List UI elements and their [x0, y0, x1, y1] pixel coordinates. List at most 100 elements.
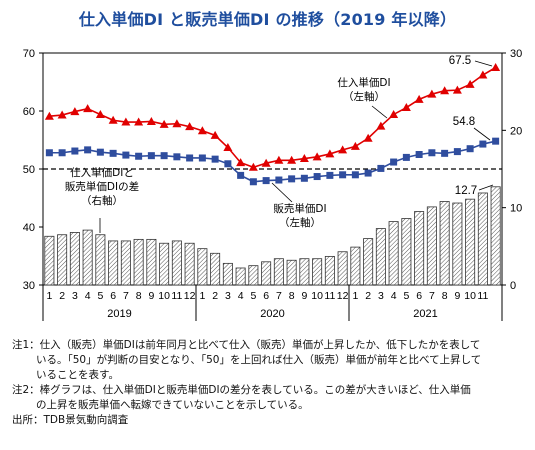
sales-di-point	[402, 153, 410, 161]
x-tick-label: 2	[59, 290, 65, 302]
x-tick-label: 9	[454, 290, 460, 302]
sales-di-point	[198, 154, 206, 162]
x-tick-label: 6	[416, 290, 422, 302]
note-line: いることを表す。	[36, 369, 119, 381]
sales-di-point	[249, 178, 257, 186]
y-right-tick-label: 20	[510, 125, 522, 137]
diff-bar	[210, 252, 221, 286]
purchase-di-point	[363, 133, 373, 142]
x-tick-label: 11	[324, 290, 335, 302]
purchase-di-point	[389, 109, 399, 118]
x-tick-label: 7	[276, 290, 282, 302]
sales-di-point	[288, 175, 296, 183]
diff-bar	[95, 234, 106, 286]
sales-di-label: （左軸）	[279, 216, 321, 229]
purchase-di-point	[350, 141, 360, 150]
purchase-di-point	[376, 121, 386, 130]
x-tick-label: 4	[391, 290, 397, 302]
diff-bar	[312, 258, 323, 286]
sales-di-point	[109, 149, 117, 157]
diff-label: 仕入単価DIと	[70, 166, 134, 179]
sales-di-point	[186, 154, 194, 162]
note-source: 出所：TDB景気動向調査	[12, 414, 129, 426]
purchase-di-point	[491, 63, 501, 71]
diff-bar	[273, 258, 284, 286]
y-left-tick-label: 50	[23, 164, 35, 176]
sales-di-point	[339, 171, 347, 179]
sales-di-point	[173, 153, 181, 161]
diff-bar	[197, 248, 208, 286]
x-tick-label: 1	[199, 290, 205, 302]
x-tick-label: 5	[250, 290, 256, 302]
diff-bar	[184, 242, 195, 286]
diff-last-leader	[478, 184, 494, 191]
x-tick-label: 4	[238, 290, 244, 302]
x-tick-label: 5	[403, 290, 409, 302]
purchase-di-point	[287, 155, 297, 164]
y-right-tick-label: 30	[510, 48, 522, 60]
purchase-di-point	[121, 117, 131, 126]
diff-bar	[426, 206, 437, 286]
sales-di-point	[135, 152, 143, 160]
sales-di-point	[326, 171, 334, 179]
y-left-tick-label: 70	[23, 48, 35, 60]
sales-di-point	[58, 149, 66, 157]
sales-di-point	[466, 145, 474, 153]
purchase-di-leader	[371, 105, 388, 119]
sales-di-point	[96, 148, 104, 156]
x-tick-label: 11	[171, 290, 182, 302]
diff-last-label: 12.7	[455, 185, 477, 197]
purchase-di-point	[478, 70, 488, 79]
sales-last-label: 54.8	[453, 116, 475, 128]
x-tick-label: 9	[301, 290, 307, 302]
x-tick-label: 3	[72, 290, 78, 302]
diff-bar	[337, 251, 348, 286]
purchase-di-label: （左軸）	[343, 90, 385, 103]
diff-bar	[350, 246, 361, 286]
purchase-di-point	[325, 149, 335, 158]
x-tick-label: 12	[337, 290, 349, 302]
x-tick-label: 10	[464, 290, 476, 302]
x-tick-label: 9	[148, 290, 154, 302]
diff-bar	[44, 235, 55, 286]
sales-di-point	[224, 160, 232, 168]
diff-bar	[490, 186, 501, 286]
note-line: 注2：棒グラフは、仕入単価DIと販売単価DIの差分を表している。この差が大きいほ…	[12, 384, 471, 396]
x-tick-label: 6	[263, 290, 269, 302]
diff-bar	[108, 240, 119, 286]
x-tick-label: 10	[158, 290, 170, 302]
diff-bar	[465, 198, 476, 286]
diff-label: 販売単価DIの差	[65, 180, 139, 193]
x-tick-label: 8	[289, 290, 295, 302]
sales-di-point	[275, 176, 283, 184]
year-label: 2021	[413, 308, 437, 320]
purchase-di-point	[299, 154, 309, 163]
sales-di-point	[122, 151, 130, 159]
diff-bar	[248, 265, 259, 286]
diff-bar	[452, 202, 463, 286]
note-line: いる。「50」が判断の目安となり、「50」を上回れば仕入（販売）単価が前年と比べ…	[36, 354, 482, 366]
x-tick-label: 7	[429, 290, 435, 302]
y-right-tick-label: 0	[510, 280, 516, 292]
purchase-di-point	[210, 130, 220, 139]
purchase-di-point	[95, 109, 105, 118]
diff-bar	[261, 261, 272, 286]
sales-di-point	[364, 169, 372, 177]
purchase-di-point	[83, 104, 93, 113]
sales-di-point	[492, 137, 500, 145]
sales-di-point	[390, 158, 398, 166]
diff-bar	[171, 240, 182, 286]
x-tick-label: 2	[212, 290, 218, 302]
purchase-di-point	[70, 107, 80, 116]
x-tick-label: 3	[378, 290, 384, 302]
purchase-di-point	[414, 94, 424, 103]
sales-di-point	[479, 140, 487, 148]
sales-di-point	[71, 147, 79, 155]
y-left-tick-label: 60	[23, 106, 35, 118]
chart-title: 仕入単価DI と販売単価DI の推移（2019 年以降）	[78, 10, 457, 29]
purchase-di-point	[134, 117, 144, 126]
purchase-di-label: 仕入単価DI	[337, 76, 390, 89]
purchase-di-point	[427, 89, 437, 98]
sales-di-point	[300, 174, 308, 182]
